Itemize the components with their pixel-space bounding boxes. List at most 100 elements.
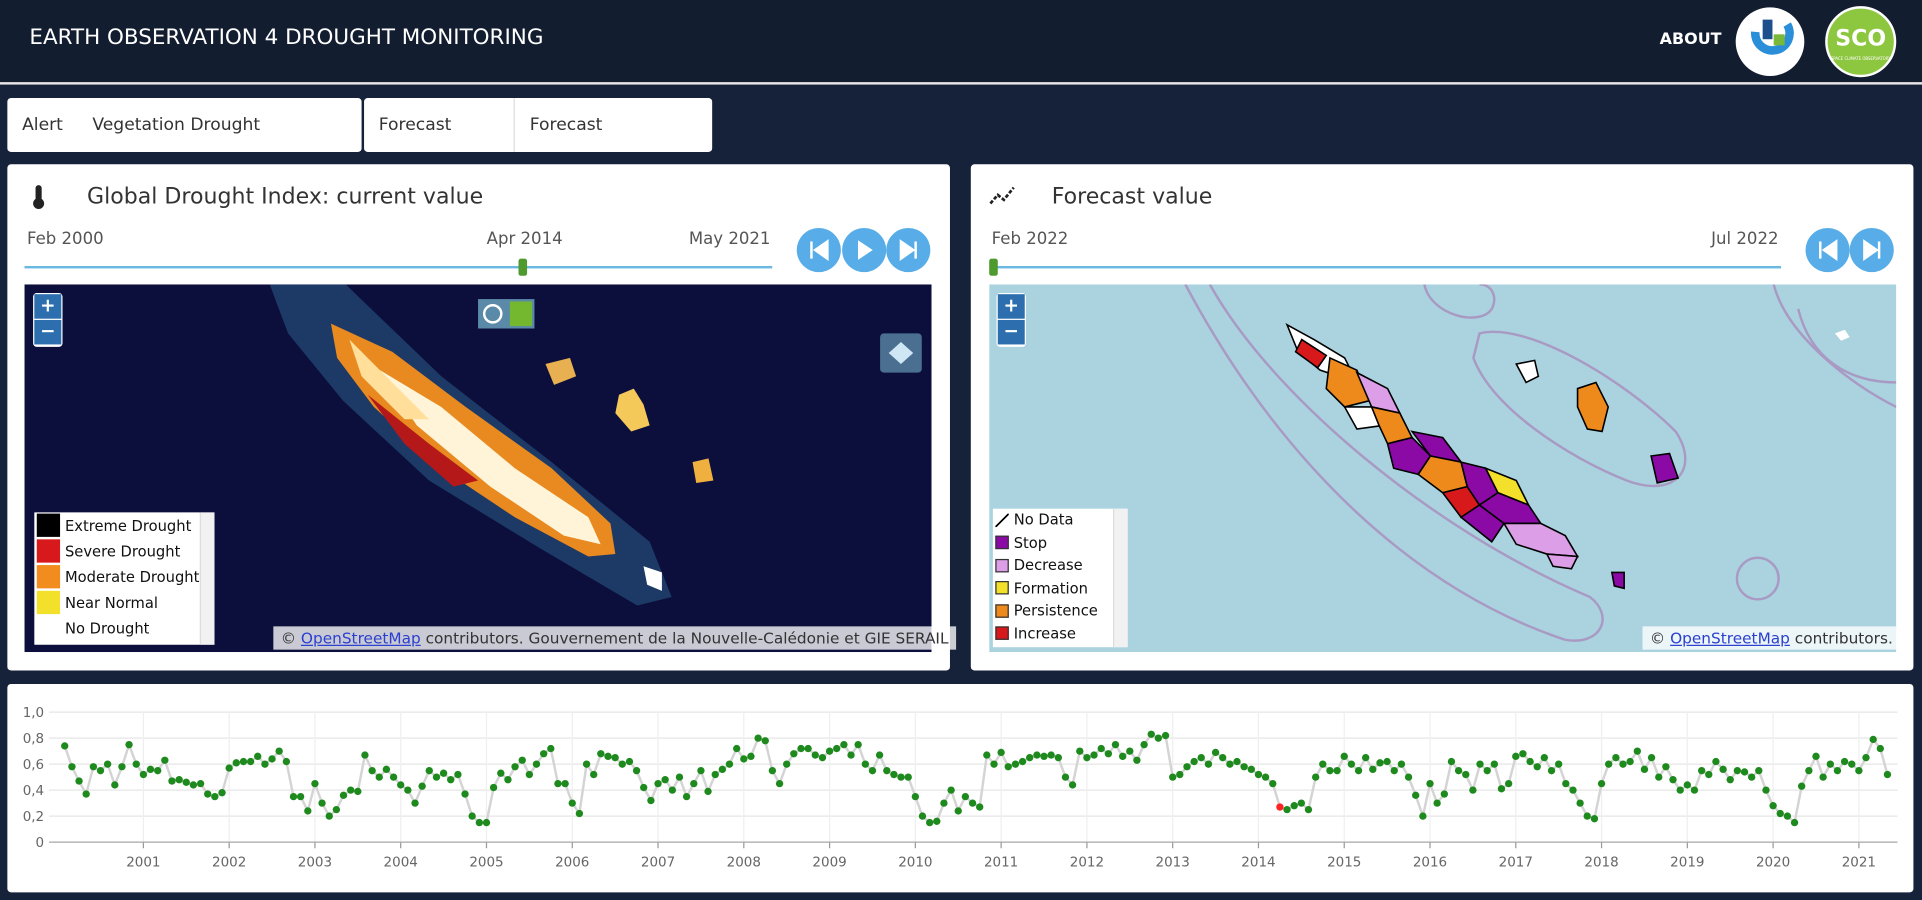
data-point <box>1569 786 1577 794</box>
first-button[interactable] <box>796 227 841 273</box>
data-point <box>168 777 176 785</box>
legend: Extreme Drought Severe Drought Moderate Dr… <box>34 512 215 645</box>
zoom-in[interactable]: + <box>34 294 62 319</box>
x-tick-label: 2007 <box>641 855 675 871</box>
slider-end: Jul 2022 <box>1711 229 1779 249</box>
tab[interactable]: Alert <box>22 115 63 135</box>
data-point <box>1326 766 1334 775</box>
first-button[interactable] <box>1805 227 1850 273</box>
legend-label: Formation <box>1013 579 1088 597</box>
data-point <box>232 759 240 767</box>
osm-link[interactable]: OpenStreetMap <box>300 628 421 648</box>
osm-link[interactable]: OpenStreetMap <box>1670 628 1790 648</box>
data-point <box>454 770 462 779</box>
data-point <box>532 760 541 768</box>
data-point <box>540 750 548 758</box>
data-point <box>890 770 898 779</box>
play-button[interactable] <box>842 227 887 273</box>
panel-title: Forecast value <box>1051 183 1213 210</box>
data-point <box>990 760 998 768</box>
data-point <box>1047 751 1055 759</box>
zoom-out[interactable]: − <box>997 319 1025 345</box>
time-slider[interactable] <box>990 265 1782 269</box>
data-point <box>1319 760 1327 768</box>
data-point <box>1447 757 1456 766</box>
tab[interactable]: Forecast Confidence <box>529 115 626 189</box>
attribution: © OpenStreetMap contributors. <box>1642 626 1901 650</box>
data-point <box>354 787 362 796</box>
data-point <box>1311 773 1320 781</box>
data-point <box>89 763 98 771</box>
data-point <box>68 763 76 771</box>
data-point <box>1755 766 1763 775</box>
data-point <box>761 737 769 745</box>
x-tick-label: 2011 <box>984 855 1018 871</box>
data-point <box>983 751 991 759</box>
data-point <box>1512 752 1520 761</box>
header: EARTH OBSERVATION 4 DROUGHT MONITORING A… <box>0 0 1922 85</box>
attribution-text: contributors. <box>1794 628 1893 648</box>
data-point <box>1769 802 1777 810</box>
y-tick-label: 0,2 <box>23 809 44 825</box>
sco-bg <box>1825 6 1897 78</box>
data-point <box>1576 799 1584 807</box>
zoom-out[interactable]: − <box>34 319 62 345</box>
zoom-in[interactable]: + <box>997 294 1025 319</box>
data-point <box>1469 786 1477 794</box>
y-tick-label: 0,6 <box>23 757 44 773</box>
legend-scrollbar <box>1112 508 1128 648</box>
data-point <box>904 773 912 781</box>
data-point <box>1712 757 1720 766</box>
data-point <box>1540 753 1549 762</box>
time-slider[interactable] <box>24 265 773 269</box>
data-point <box>1090 751 1098 759</box>
data-point <box>582 760 591 768</box>
data-point <box>847 751 855 759</box>
data-point <box>561 779 569 788</box>
data-point <box>1126 747 1134 755</box>
layers-button[interactable] <box>880 333 922 373</box>
forecast-map[interactable] <box>989 284 1897 653</box>
data-point <box>790 750 798 758</box>
y-tick-label: 0,8 <box>23 731 44 747</box>
slider-thumb[interactable] <box>989 258 998 276</box>
data-point <box>1383 757 1391 766</box>
slider-thumb[interactable] <box>518 258 528 276</box>
data-point <box>1033 751 1041 759</box>
legend-item: Formation <box>993 577 1128 600</box>
data-point <box>1462 770 1470 779</box>
data-point <box>1076 747 1084 755</box>
data-point <box>725 760 734 768</box>
data-point <box>1647 753 1656 762</box>
zoom-control: + − <box>996 292 1026 347</box>
data-point <box>275 747 283 755</box>
last-button[interactable] <box>886 227 931 273</box>
data-point <box>325 812 333 820</box>
data-point <box>797 744 805 753</box>
data-point <box>1154 734 1163 742</box>
data-point <box>918 812 927 820</box>
legend-swatch <box>36 513 61 537</box>
sco-logo[interactable]: SCO SPACE CLIMATE OBSERVATORY <box>1824 5 1898 79</box>
logo[interactable] <box>1733 5 1807 79</box>
legend-label: Near Normal <box>64 593 158 612</box>
data-point <box>1433 799 1441 807</box>
about-link[interactable]: ABOUT <box>1659 30 1722 50</box>
tab[interactable]: Vegetation Drought Indicators <box>92 115 261 189</box>
y-tick-label: 0 <box>36 835 45 851</box>
data-point <box>1097 744 1105 753</box>
legend-label: No Data <box>1013 511 1074 529</box>
tab[interactable]: Forecast Index <box>364 98 516 189</box>
data-point <box>1004 763 1012 771</box>
data-point <box>1183 763 1191 771</box>
sco-text: SCO <box>1835 26 1886 51</box>
data-point <box>111 781 119 789</box>
last-button[interactable] <box>1849 227 1894 273</box>
data-point <box>1240 763 1248 771</box>
map-tool[interactable] <box>478 299 535 329</box>
data-point <box>1640 765 1649 774</box>
data-point <box>196 779 205 788</box>
data-point <box>361 751 369 759</box>
x-tick-label: 2016 <box>1413 855 1447 871</box>
legend-swatch <box>995 535 1009 550</box>
